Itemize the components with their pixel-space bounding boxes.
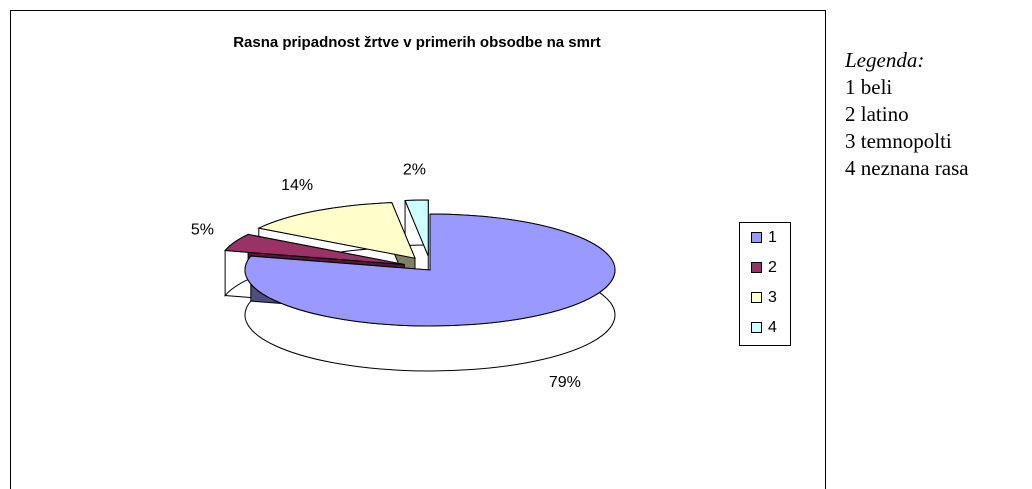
data-label: 5% xyxy=(191,222,214,239)
legend-note-item: 2 latino xyxy=(845,102,909,126)
legend-label: 3 xyxy=(768,289,777,306)
legend-box xyxy=(739,222,791,346)
legend-note-title: Legenda: xyxy=(844,48,924,72)
pie-slice xyxy=(404,199,429,257)
pie-slice xyxy=(224,233,405,265)
pie-slice xyxy=(244,213,616,327)
legend-note-item: 4 neznana rasa xyxy=(845,156,969,180)
data-label: 14% xyxy=(281,177,313,194)
legend-swatch xyxy=(751,292,762,303)
data-label: 2% xyxy=(403,161,426,178)
legend-label: 1 xyxy=(768,229,777,246)
chart-frame xyxy=(10,10,826,489)
pie-slice xyxy=(257,202,416,259)
legend-note-item: 1 beli xyxy=(845,75,892,99)
legend-note-item: 3 temnopolti xyxy=(845,129,952,153)
legend-note: 1 beli 2 latino 3 temnopolti 4 neznana rasa xyxy=(845,75,969,180)
chart-title: Rasna pripadnost žrtve v primerih obsodb… xyxy=(233,34,601,51)
legend-label: 4 xyxy=(768,319,777,336)
legend-swatch xyxy=(751,322,762,333)
legend-swatch xyxy=(751,232,762,243)
data-label: 79% xyxy=(549,374,581,391)
legend-label: 2 xyxy=(768,259,777,276)
legend-swatch xyxy=(751,262,762,273)
